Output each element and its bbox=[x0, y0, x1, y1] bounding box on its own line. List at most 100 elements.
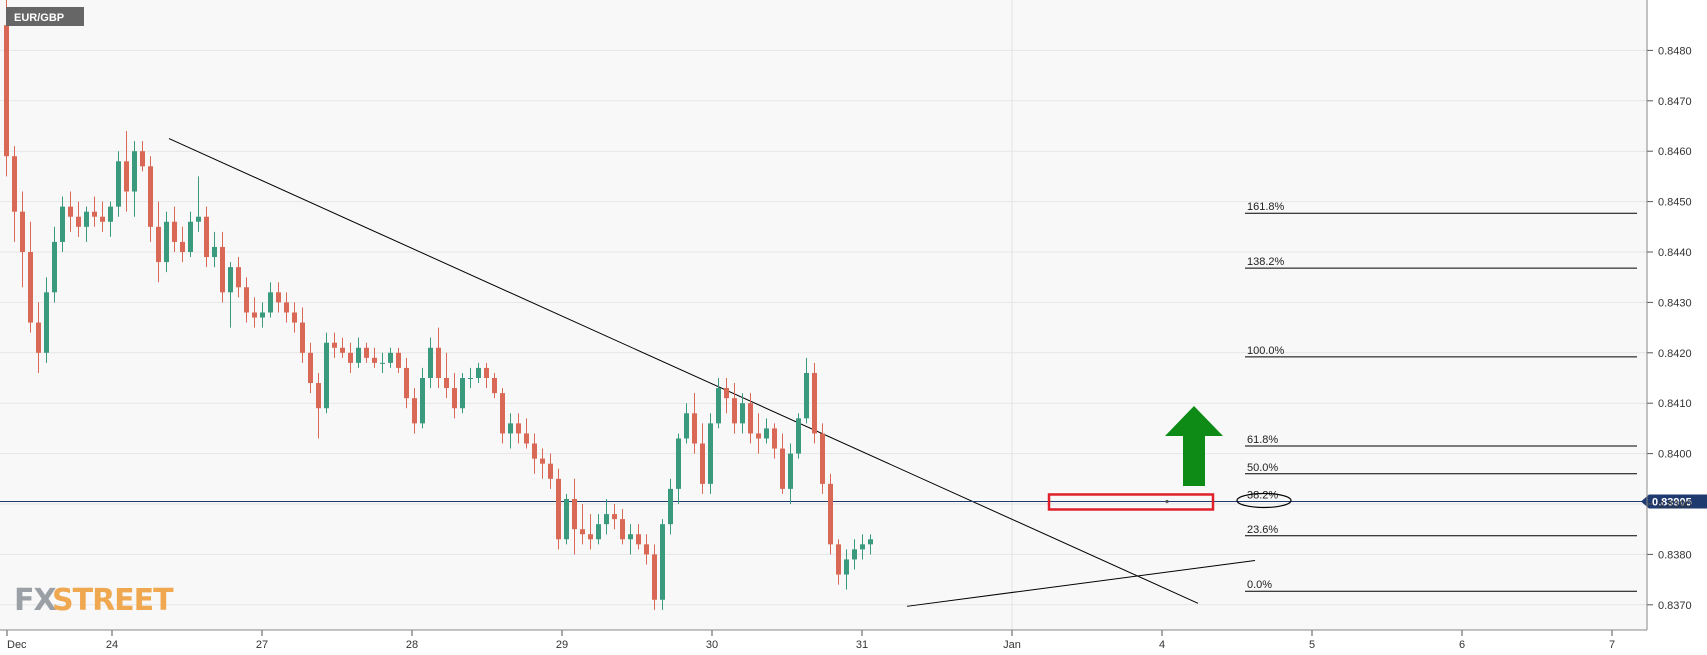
price-tag-label: 0.83905 bbox=[1652, 496, 1692, 508]
candle bbox=[748, 393, 753, 444]
candle-body bbox=[780, 448, 785, 489]
candle bbox=[452, 372, 457, 419]
candle-body bbox=[12, 156, 17, 212]
trendline-uptrend bbox=[906, 559, 1256, 607]
candle bbox=[108, 201, 113, 237]
candle-body bbox=[628, 534, 633, 540]
candle-body bbox=[172, 221, 177, 242]
candle bbox=[132, 141, 137, 217]
candle-body bbox=[692, 413, 697, 444]
candle bbox=[356, 337, 361, 368]
y-tick-label: 0.8400 bbox=[1658, 449, 1692, 461]
y-tick-label: 0.8370 bbox=[1658, 600, 1692, 612]
fibonacci-label: 138.2% bbox=[1247, 256, 1285, 268]
candle-body bbox=[508, 423, 513, 434]
candle bbox=[348, 342, 353, 373]
candle bbox=[572, 478, 577, 555]
watermark-fx: FX bbox=[14, 583, 56, 618]
candle-body bbox=[492, 378, 497, 394]
candle bbox=[404, 357, 409, 409]
candle-body bbox=[644, 544, 649, 555]
candle bbox=[652, 544, 657, 610]
candle-body bbox=[788, 453, 793, 489]
trendlines bbox=[168, 138, 1256, 607]
x-tick-label: 4 bbox=[1159, 639, 1165, 651]
x-tick-label: 28 bbox=[406, 639, 418, 651]
candle bbox=[276, 282, 281, 313]
axis-background bbox=[1647, 0, 1707, 655]
candle bbox=[20, 191, 25, 288]
fibonacci-label: 100.0% bbox=[1247, 345, 1285, 357]
candle-body bbox=[484, 367, 489, 378]
candle bbox=[268, 282, 273, 318]
candle-body bbox=[396, 352, 401, 368]
candle-body bbox=[268, 292, 273, 313]
candle bbox=[636, 524, 641, 550]
candle bbox=[188, 211, 193, 258]
candle-body bbox=[260, 312, 265, 318]
candle bbox=[220, 231, 225, 303]
fibonacci-label: 161.8% bbox=[1247, 201, 1285, 213]
candle bbox=[596, 514, 601, 545]
candle-body bbox=[204, 216, 209, 258]
candle-body bbox=[220, 246, 225, 293]
fibonacci-levels: 161.8% 138.2% 100.0% 61.8% 50.0% 38.2% 23.6% 0.… bbox=[1245, 201, 1637, 592]
candle bbox=[148, 156, 153, 242]
candle bbox=[236, 257, 241, 298]
candle-body bbox=[852, 549, 857, 560]
fibonacci-label: 61.8% bbox=[1247, 434, 1278, 446]
y-tick-label: 0.8470 bbox=[1658, 96, 1692, 108]
candle-body bbox=[812, 372, 817, 434]
candle bbox=[492, 372, 497, 399]
candle bbox=[308, 342, 313, 394]
candle bbox=[156, 201, 161, 283]
y-tick-label: 0.8410 bbox=[1658, 398, 1692, 410]
candle-body bbox=[844, 559, 849, 575]
candle-body bbox=[252, 312, 257, 318]
candle bbox=[84, 206, 89, 242]
candle-body bbox=[180, 241, 185, 252]
candle-body bbox=[580, 529, 585, 535]
candle bbox=[140, 141, 145, 172]
candle bbox=[284, 292, 289, 323]
candle-body bbox=[612, 514, 617, 520]
candle bbox=[460, 372, 465, 414]
x-tick-label: 5 bbox=[1309, 639, 1315, 651]
candle-body bbox=[292, 312, 297, 323]
candle-body bbox=[548, 463, 553, 479]
x-tick-label: 24 bbox=[106, 639, 118, 651]
candle-body bbox=[276, 292, 281, 303]
marker-dot bbox=[1165, 499, 1169, 504]
y-tick-label: 0.8480 bbox=[1658, 45, 1692, 57]
candle-body bbox=[140, 151, 145, 167]
candle-body bbox=[796, 418, 801, 454]
candle-body bbox=[188, 221, 193, 252]
candle-body bbox=[132, 151, 137, 192]
candle bbox=[868, 534, 873, 555]
x-tick-label: 29 bbox=[556, 639, 568, 651]
candle bbox=[436, 327, 441, 389]
candle-body bbox=[500, 393, 505, 434]
candle bbox=[468, 367, 473, 389]
candle bbox=[324, 332, 329, 414]
candle-body bbox=[236, 267, 241, 288]
highlight-box bbox=[1047, 493, 1215, 511]
candle-body bbox=[604, 514, 609, 525]
candle-body bbox=[228, 267, 233, 293]
candle bbox=[716, 378, 721, 429]
candle-body bbox=[836, 544, 841, 575]
candle bbox=[260, 302, 265, 328]
candle-body bbox=[764, 428, 769, 439]
candle-body bbox=[620, 519, 625, 540]
candle-body bbox=[308, 352, 313, 384]
candle bbox=[444, 352, 449, 399]
candle bbox=[116, 151, 121, 217]
candle bbox=[836, 539, 841, 585]
candle bbox=[500, 388, 505, 444]
candle bbox=[76, 201, 81, 237]
symbol-tag-background bbox=[6, 7, 84, 26]
candle-body bbox=[444, 378, 449, 389]
y-tick-label: 0.8380 bbox=[1658, 549, 1692, 561]
candle-body bbox=[676, 438, 681, 489]
